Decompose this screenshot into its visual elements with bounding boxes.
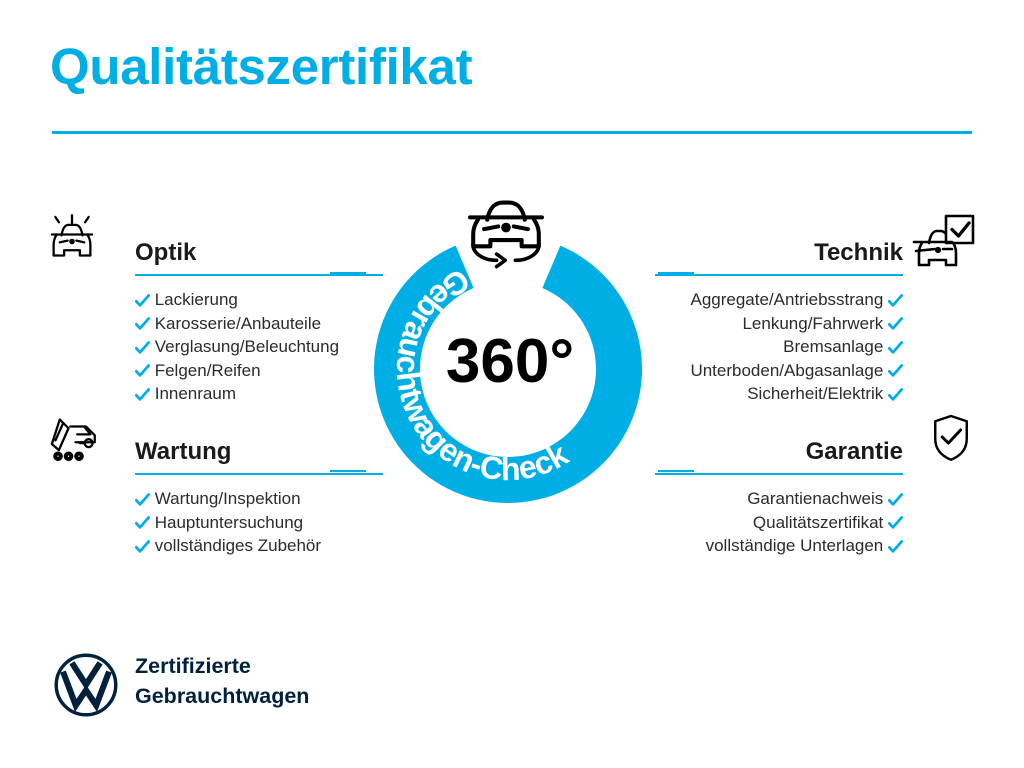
svg-text:360°: 360°: [446, 327, 574, 396]
